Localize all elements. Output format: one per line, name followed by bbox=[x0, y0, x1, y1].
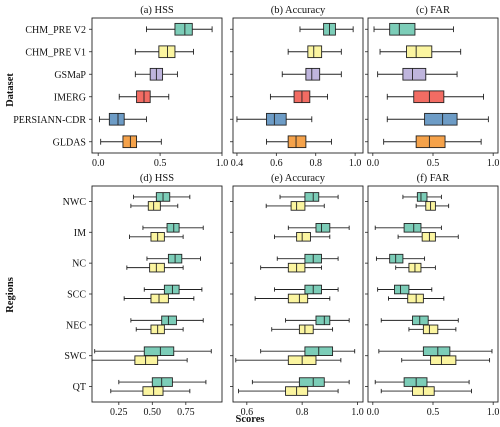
y-tick-label: PERSIANN-CDR bbox=[13, 115, 86, 126]
box-v1-5-box bbox=[134, 355, 159, 365]
box-v2-1-box bbox=[166, 223, 180, 233]
box-v2-4-box bbox=[161, 315, 177, 326]
y-tick-label: NEC bbox=[66, 320, 86, 331]
box-v1-1-box bbox=[296, 232, 311, 242]
box-v2-1-box bbox=[403, 223, 422, 233]
x-tick-label: 0.0 bbox=[92, 158, 105, 169]
x-tick-label: 0.5 bbox=[154, 158, 167, 169]
box-v1-6-box bbox=[142, 386, 164, 396]
x-tick-label: 0.0 bbox=[367, 158, 380, 169]
panel-frame bbox=[367, 17, 499, 154]
panel-frame bbox=[367, 185, 499, 403]
box-v1-4-box bbox=[422, 324, 439, 335]
x-tick-label: 0.5 bbox=[427, 158, 440, 169]
box-v2-2-box bbox=[389, 253, 404, 264]
x-tick-label: 0.4 bbox=[231, 158, 244, 169]
y-tick-label: SWC bbox=[64, 351, 86, 362]
box-v2-5-box bbox=[143, 346, 175, 356]
x-tick-label: 0.25 bbox=[110, 407, 128, 418]
box-1-box bbox=[406, 45, 433, 59]
box-v1-0-box bbox=[147, 201, 161, 211]
box-v2-1-box bbox=[315, 223, 331, 233]
box-0-box bbox=[389, 22, 416, 36]
y-tick-label: SCC bbox=[67, 290, 86, 301]
box-1-box bbox=[158, 45, 176, 59]
box-v1-4-box bbox=[298, 324, 314, 335]
y-tick-label: NWC bbox=[63, 197, 87, 208]
panel-title: (d) HSS bbox=[140, 173, 174, 184]
box-v2-6-box bbox=[298, 377, 325, 387]
box-v1-0-box bbox=[290, 201, 306, 211]
x-tick-label: 1.0 bbox=[351, 407, 364, 418]
panel-title: (a) HSS bbox=[140, 5, 174, 16]
box-v1-5-box bbox=[430, 355, 457, 365]
box-3-box bbox=[136, 90, 151, 104]
y-tick-label: IM bbox=[74, 228, 86, 239]
x-tick-label: 1.0 bbox=[216, 158, 229, 169]
x-tick-label: 0.6 bbox=[270, 158, 283, 169]
x-tick-label: 0.75 bbox=[177, 407, 195, 418]
box-5-box bbox=[122, 135, 138, 149]
panel-4: (d) HSS 0.25 0.50 0.75 NWC IM NC SCC NEC SWC QT bbox=[63, 173, 223, 418]
x-tick-label: 0.5 bbox=[427, 407, 440, 418]
box-v1-3-box bbox=[287, 293, 309, 304]
box-v2-3-box bbox=[163, 284, 180, 295]
box-4-box bbox=[108, 112, 125, 126]
x-tick-label: 0.6 bbox=[241, 407, 254, 418]
panel-title: (f) FAR bbox=[417, 173, 450, 184]
box-v1-3-box bbox=[407, 293, 424, 304]
box-5-box bbox=[415, 135, 446, 149]
box-4-box bbox=[266, 112, 287, 126]
x-tick-label: 0.8 bbox=[309, 158, 322, 169]
x-tick-label: 1.0 bbox=[487, 407, 500, 418]
box-v1-2-box bbox=[149, 262, 165, 273]
box-v2-0-box bbox=[416, 192, 428, 202]
panel-6: (f) FAR 0.0 0.5 1.0 bbox=[365, 173, 499, 418]
figure-xlabel: Scores bbox=[236, 414, 265, 425]
panel-2: (b) Accuracy 0.4 0.6 0.8 1.0 bbox=[230, 5, 364, 169]
x-tick-label: 0.0 bbox=[367, 407, 380, 418]
box-v2-6-box bbox=[151, 377, 173, 387]
box-v1-1-box bbox=[421, 232, 436, 242]
y-tick-label: IMERG bbox=[54, 92, 86, 103]
box-v2-5-box bbox=[422, 346, 451, 356]
box-v2-0-box bbox=[304, 192, 320, 202]
x-tick-label: 1.0 bbox=[487, 158, 500, 169]
top-ylabel: Dataset bbox=[5, 73, 16, 107]
y-tick-label: NC bbox=[72, 259, 86, 270]
box-v1-3-box bbox=[150, 293, 169, 304]
panel-title: (e) Accuracy bbox=[271, 173, 326, 184]
box-4-box bbox=[424, 112, 458, 126]
panel-1: (a) HSS 0.0 0.5 1.0 CHM_PRE V2 CHM_PRE V1 GSMa… bbox=[13, 5, 228, 169]
panel-frame bbox=[232, 17, 364, 154]
box-0-box bbox=[174, 22, 193, 36]
box-2-box bbox=[305, 67, 321, 81]
y-tick-label: GSMaP bbox=[54, 70, 86, 81]
panel-title: (c) FAR bbox=[416, 5, 450, 16]
y-tick-label: CHM_PRE V2 bbox=[25, 25, 86, 36]
bottom-ylabel: Regions bbox=[5, 277, 16, 313]
box-5-box bbox=[287, 135, 307, 149]
box-3-box bbox=[413, 90, 445, 104]
panel-title: (b) Accuracy bbox=[271, 5, 326, 16]
x-tick-label: 0.50 bbox=[144, 407, 162, 418]
panel-frame bbox=[91, 17, 223, 154]
y-tick-label: QT bbox=[73, 382, 86, 393]
panels: (a) HSS 0.0 0.5 1.0 CHM_PRE V2 CHM_PRE V1 GSMa… bbox=[13, 5, 499, 418]
y-tick-label: CHM_PRE V1 bbox=[25, 47, 86, 58]
box-2-box bbox=[402, 67, 427, 81]
x-tick-label: 1.0 bbox=[349, 158, 362, 169]
box-v2-4-box bbox=[315, 315, 331, 326]
box-v2-4-box bbox=[412, 315, 429, 326]
y-tick-label: GLDAS bbox=[53, 137, 86, 148]
box-v2-3-box bbox=[394, 284, 410, 295]
panel-5: (e) Accuracy 0.6 0.8 1.0 bbox=[230, 173, 364, 418]
box-v2-6-box bbox=[403, 377, 428, 387]
panel-3: (c) FAR 0.0 0.5 1.0 bbox=[365, 5, 499, 169]
x-tick-label: 0.8 bbox=[296, 407, 309, 418]
box-1-box bbox=[307, 45, 323, 59]
